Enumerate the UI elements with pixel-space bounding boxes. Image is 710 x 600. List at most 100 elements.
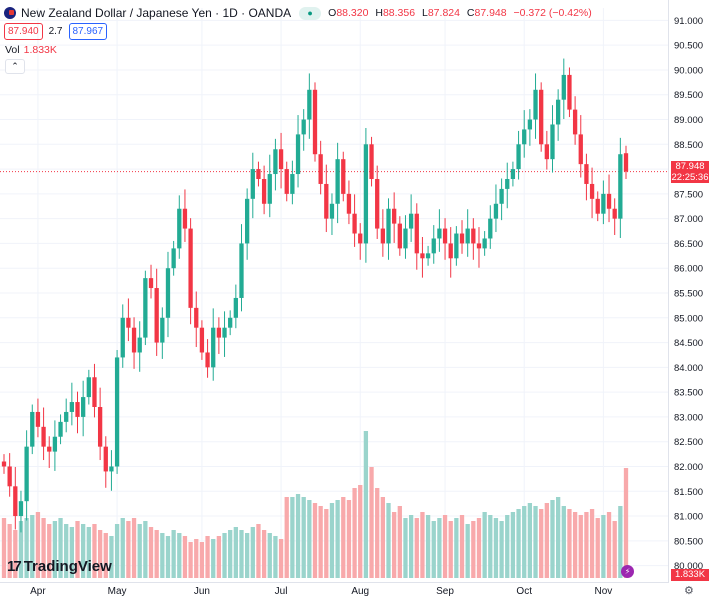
volume-bar bbox=[329, 503, 335, 578]
volume-bar bbox=[606, 512, 612, 578]
candle bbox=[392, 208, 397, 224]
volume-bar bbox=[165, 536, 171, 578]
volume-bar bbox=[318, 506, 323, 578]
buy-button[interactable]: 87.967 bbox=[68, 23, 108, 40]
x-tick-label: Apr bbox=[30, 586, 46, 597]
y-tick-label: 84.000 bbox=[674, 363, 703, 374]
volume-bar bbox=[69, 527, 75, 578]
candle bbox=[522, 129, 527, 145]
volume-label: Vol bbox=[5, 44, 20, 56]
volume-bar bbox=[30, 515, 35, 578]
volume-bar bbox=[403, 518, 408, 578]
candle bbox=[505, 179, 510, 189]
volume-bar bbox=[369, 467, 374, 578]
gear-icon[interactable]: ⚙ bbox=[684, 585, 694, 597]
candle bbox=[584, 164, 589, 184]
close-value: 87.948 bbox=[474, 7, 507, 19]
volume-bar bbox=[228, 530, 233, 578]
logo-text: TradingView bbox=[23, 558, 112, 575]
volume-bar bbox=[177, 533, 182, 578]
candle bbox=[273, 149, 278, 175]
volume-bar bbox=[601, 515, 606, 578]
ohlc-values: O88.320 H88.356 L87.824 C87.948 −0.372 (… bbox=[328, 7, 592, 19]
candle bbox=[284, 169, 289, 194]
candle bbox=[341, 159, 346, 194]
symbol-title[interactable]: New Zealand Dollar / Japanese Yen · 1D ·… bbox=[21, 6, 292, 20]
volume-bar bbox=[35, 512, 41, 578]
volume-bar bbox=[267, 533, 272, 578]
candle bbox=[567, 74, 572, 110]
volume-bar bbox=[544, 503, 549, 578]
volume-tag: 1.833K bbox=[671, 569, 709, 581]
candle bbox=[448, 243, 453, 259]
candle bbox=[476, 243, 482, 249]
volume-bar bbox=[493, 518, 499, 578]
candle bbox=[408, 213, 414, 229]
volume-bar bbox=[81, 524, 86, 578]
volume-bar bbox=[375, 488, 380, 578]
sell-button[interactable]: 87.940 bbox=[4, 23, 43, 40]
volume-bar bbox=[533, 506, 538, 578]
volume-bar bbox=[476, 518, 482, 578]
candle bbox=[41, 426, 46, 447]
candle bbox=[510, 169, 516, 179]
volume-bar bbox=[160, 533, 165, 578]
x-tick-label: Oct bbox=[516, 586, 532, 597]
candle bbox=[312, 89, 318, 155]
volume-bar bbox=[465, 524, 470, 578]
volume-bar bbox=[41, 518, 46, 578]
chevron-up-icon[interactable]: ⌃ bbox=[5, 59, 25, 74]
trade-buttons: 87.940 2.7 87.967 bbox=[4, 23, 108, 40]
y-tick-label: 85.500 bbox=[674, 289, 703, 300]
candle bbox=[295, 134, 301, 175]
volume-bar bbox=[522, 506, 527, 578]
event-icon[interactable]: ⚡ bbox=[621, 565, 634, 578]
volume-bar bbox=[572, 512, 578, 578]
candle bbox=[471, 228, 476, 244]
last-price-tag: 87.948 22:25:36 bbox=[671, 161, 709, 183]
volume-bar bbox=[244, 533, 250, 578]
volume-legend[interactable]: Vol 1.833K bbox=[5, 44, 57, 56]
volume-bar bbox=[284, 497, 289, 578]
volume-bar bbox=[109, 536, 114, 578]
y-tick-label: 83.000 bbox=[674, 412, 703, 423]
market-status-icon[interactable]: ● bbox=[299, 6, 322, 20]
candle bbox=[256, 169, 261, 179]
candle bbox=[92, 377, 97, 407]
candle bbox=[335, 159, 340, 204]
candle bbox=[154, 288, 159, 343]
candle bbox=[143, 278, 148, 338]
volume-bar bbox=[86, 527, 91, 578]
y-tick-label: 91.000 bbox=[674, 16, 703, 27]
volume-bar bbox=[92, 524, 97, 578]
candle bbox=[194, 307, 199, 328]
volume-bar bbox=[171, 530, 176, 578]
candle bbox=[329, 203, 335, 219]
candle bbox=[459, 233, 465, 244]
y-tick-label: 85.000 bbox=[674, 313, 703, 324]
volume-bar bbox=[335, 500, 340, 578]
symbol-flag-icon bbox=[4, 7, 16, 19]
volume-bar bbox=[278, 539, 284, 578]
volume-bar bbox=[352, 488, 357, 578]
candle bbox=[482, 238, 487, 249]
volume-bar bbox=[75, 521, 80, 578]
candle bbox=[165, 268, 171, 318]
y-tick-label: 81.000 bbox=[674, 512, 703, 523]
tradingview-logo[interactable]: 17 TradingView bbox=[7, 558, 112, 575]
candle bbox=[250, 169, 255, 199]
volume-bar bbox=[341, 497, 346, 578]
candle bbox=[233, 297, 238, 318]
y-tick-label: 90.500 bbox=[674, 41, 703, 52]
candle bbox=[363, 144, 369, 244]
volume-bar bbox=[482, 512, 487, 578]
volume-bar bbox=[13, 530, 18, 578]
candle bbox=[114, 357, 120, 467]
candle bbox=[425, 253, 431, 259]
candle bbox=[222, 327, 227, 338]
candle bbox=[171, 248, 176, 269]
candle bbox=[516, 144, 521, 170]
volume-bar bbox=[250, 527, 255, 578]
volume-bar bbox=[595, 518, 600, 578]
